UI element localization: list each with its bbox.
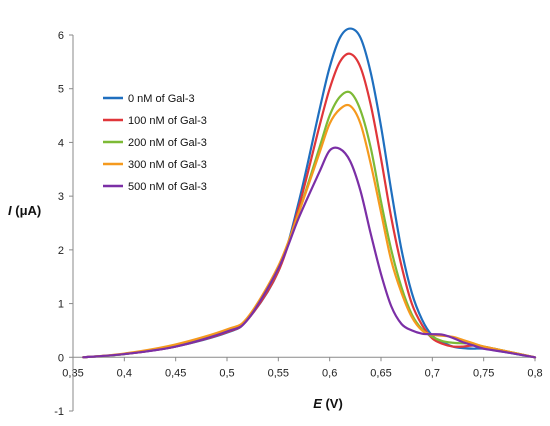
y-axis-ticks: -1 0 1 2 3 4 5 6	[54, 30, 73, 418]
y-tick-label: 0	[58, 352, 64, 364]
legend-label: 500 nM of Gal-3	[128, 181, 207, 193]
legend-label: 0 nM of Gal-3	[128, 93, 195, 105]
series-line-3	[82, 103, 537, 359]
y-axis-title-symbol: I	[8, 203, 12, 218]
x-tick-label: 0,75	[473, 367, 494, 379]
y-tick-label: 6	[58, 30, 64, 42]
x-tick-label: 0,45	[165, 367, 186, 379]
legend-label: 200 nM of Gal-3	[128, 137, 207, 149]
x-axis-title: E (V)	[313, 396, 343, 411]
y-tick-label: 2	[58, 245, 64, 257]
legend-label: 300 nM of Gal-3	[128, 159, 207, 171]
x-tick-label: 0,6	[322, 367, 337, 379]
y-tick-label: 3	[58, 191, 64, 203]
x-tick-label: 0,55	[268, 367, 289, 379]
x-tick-label: 0,5	[219, 367, 234, 379]
legend-label: 100 nM of Gal-3	[128, 115, 207, 127]
y-tick-label: -1	[54, 406, 64, 418]
x-tick-label: 0,4	[117, 367, 132, 379]
series-line-4	[82, 146, 537, 359]
y-tick-label: 5	[58, 84, 64, 96]
x-axis-title-unit: (V)	[322, 396, 343, 411]
x-axis-ticks: 0,35 0,4 0,45 0,5 0,55 0,6 0,65 0,7 0,75 0,8	[62, 357, 543, 379]
x-tick-label: 0,7	[425, 367, 440, 379]
series-lines	[82, 27, 537, 359]
y-tick-label: 1	[58, 299, 64, 311]
legend: 0 nM of Gal-3 100 nM of Gal-3 200 nM of Ga…	[103, 93, 207, 193]
y-axis-title: I (μA)	[8, 203, 41, 218]
y-tick-label: 4	[58, 137, 64, 149]
x-tick-label: 0,65	[370, 367, 391, 379]
x-axis-title-symbol: E	[313, 396, 322, 411]
x-tick-label: 0,8	[527, 367, 542, 379]
series-line-2	[82, 90, 537, 359]
y-axis-title-unit: (μA)	[12, 203, 42, 218]
